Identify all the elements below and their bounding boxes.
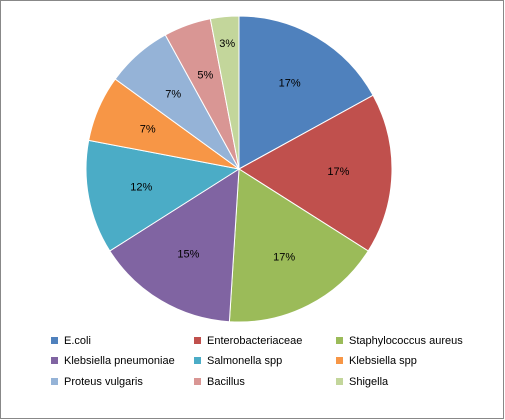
data-label: 17%: [273, 252, 295, 264]
legend-swatch: [51, 337, 58, 344]
pie-slice: [228, 168, 369, 323]
legend-label: Enterobacteriaceae: [207, 335, 302, 347]
data-label: 12%: [130, 182, 152, 194]
legend-swatch: [336, 337, 343, 344]
pie-slice: [238, 94, 393, 252]
data-label: 5%: [197, 69, 213, 81]
data-label: 17%: [279, 77, 301, 89]
legend-label: Salmonella spp: [207, 355, 282, 367]
legend-label: E.coli: [64, 335, 91, 347]
legend-swatch: [194, 337, 201, 344]
legend-swatch: [194, 357, 201, 364]
data-label: 7%: [165, 88, 181, 100]
legend-swatch: [336, 378, 343, 385]
data-label: 17%: [327, 166, 349, 178]
legend-label: Staphylococcus aureus: [349, 335, 463, 347]
legend-label: Klebsiella pneumoniae: [64, 355, 175, 367]
pie-slice: [209, 15, 240, 170]
data-label: 15%: [177, 249, 199, 261]
data-label: 7%: [140, 123, 156, 135]
legend-swatch: [336, 357, 343, 364]
legend-label: Shigella: [349, 376, 389, 388]
pie-slice: [85, 139, 241, 252]
legend-label: Proteus vulgaris: [64, 376, 143, 388]
legend-swatch: [51, 378, 58, 385]
legend-label: Klebsiella spp: [349, 355, 417, 367]
pie-slice: [238, 15, 374, 170]
legend-swatch: [51, 357, 58, 364]
pie-slice: [109, 168, 240, 323]
data-label: 3%: [219, 38, 235, 50]
legend-swatch: [194, 378, 201, 385]
legend-label: Bacillus: [207, 376, 245, 388]
